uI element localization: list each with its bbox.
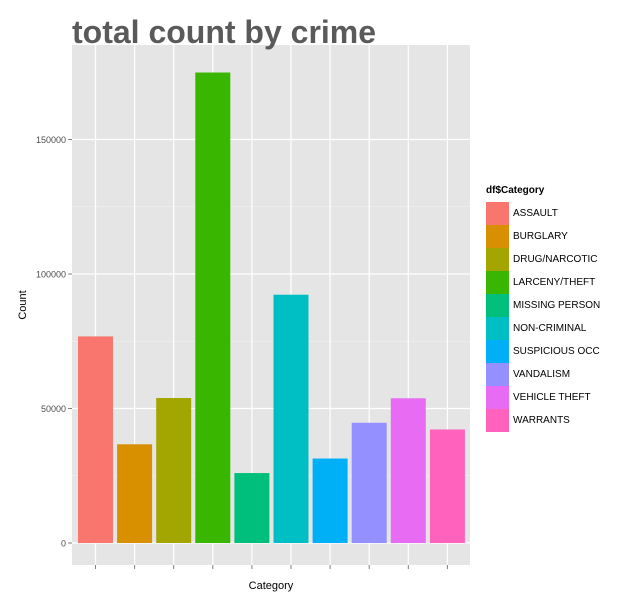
- bar-non-criminal: [273, 294, 309, 543]
- legend-key: [486, 317, 509, 340]
- legend-item: BURGLARY: [486, 225, 568, 248]
- legend-label: VANDALISM: [513, 369, 571, 380]
- legend-key: [486, 340, 509, 363]
- axes: 0 50000 100000 150000: [36, 135, 448, 569]
- legend-item: VANDALISM: [486, 363, 570, 386]
- chart-title: total count by crime: [72, 14, 377, 50]
- bar-vehicle-theft: [390, 398, 426, 543]
- legend-label: ASSAULT: [513, 208, 558, 219]
- legend-item: SUSPICIOUS OCC: [486, 340, 600, 363]
- y-tick-label: 0: [61, 539, 66, 549]
- legend-label: WARRANTS: [513, 415, 570, 426]
- bar-vandalism: [351, 422, 387, 543]
- bar-drug-narcotic: [156, 398, 192, 543]
- legend-item: ASSAULT: [486, 202, 558, 225]
- legend-key: [486, 409, 509, 432]
- legend-key: [486, 271, 509, 294]
- bar-missing-person: [234, 473, 270, 543]
- legend-item: WARRANTS: [486, 409, 570, 432]
- y-tick-label: 100000: [36, 270, 66, 280]
- legend-key: [486, 202, 509, 225]
- y-axis-label: Count: [17, 290, 29, 319]
- legend-key: [486, 363, 509, 386]
- y-tick-label: 50000: [41, 404, 66, 414]
- legend-label: DRUG/NARCOTIC: [513, 254, 598, 265]
- bar-suspicious-occ: [312, 458, 348, 543]
- bar-burglary: [117, 444, 153, 543]
- x-axis-label: Category: [249, 580, 294, 592]
- legend-key: [486, 294, 509, 317]
- legend-title: df$Category: [486, 185, 545, 196]
- bar-assault: [78, 336, 113, 543]
- legend-label: LARCENY/THEFT: [513, 277, 596, 288]
- legend-key: [486, 225, 509, 248]
- y-tick-label: 150000: [36, 135, 66, 145]
- legend-item: NON-CRIMINAL: [486, 317, 586, 340]
- bars: [78, 72, 465, 544]
- bar-larceny-theft: [195, 72, 231, 544]
- legend-item: MISSING PERSON: [486, 294, 600, 317]
- legend-label: SUSPICIOUS OCC: [513, 346, 600, 357]
- legend-item: VEHICLE THEFT: [486, 386, 591, 409]
- legend-key: [486, 248, 509, 271]
- legend-label: MISSING PERSON: [513, 300, 601, 311]
- legend-label: BURGLARY: [513, 231, 568, 242]
- legend-item: DRUG/NARCOTIC: [486, 248, 597, 271]
- legend-label: NON-CRIMINAL: [513, 323, 587, 334]
- legend-key: [486, 386, 509, 409]
- bar-warrants: [429, 429, 465, 543]
- legend-label: VEHICLE THEFT: [513, 392, 591, 403]
- legend-item: LARCENY/THEFT: [486, 271, 595, 294]
